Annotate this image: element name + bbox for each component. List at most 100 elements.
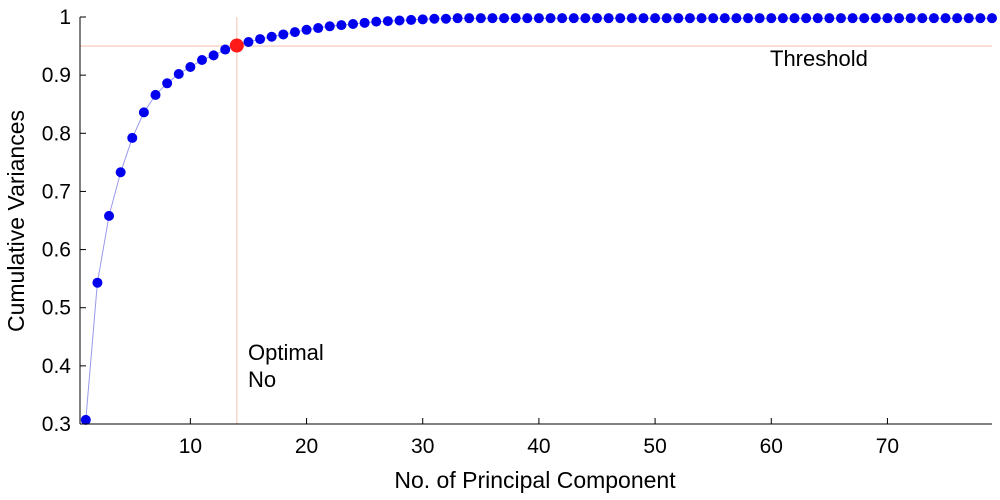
data-point	[882, 13, 893, 24]
data-point	[80, 414, 91, 425]
data-point	[336, 20, 347, 31]
data-point	[382, 16, 393, 27]
data-point	[591, 13, 602, 24]
data-point	[789, 13, 800, 24]
y-tick-label: 1	[59, 6, 71, 29]
data-point	[650, 13, 661, 24]
data-point	[429, 13, 440, 24]
data-point	[92, 277, 103, 288]
data-point	[173, 68, 184, 79]
y-axis-label: Cumulative Variances	[3, 110, 29, 332]
data-point	[522, 13, 533, 24]
data-point	[220, 44, 231, 55]
data-point	[359, 17, 370, 28]
data-point	[464, 13, 475, 24]
data-point	[824, 13, 835, 24]
data-point	[952, 13, 963, 24]
x-tick-label: 10	[179, 435, 202, 458]
data-point	[696, 13, 707, 24]
data-point	[406, 14, 417, 25]
data-point	[870, 13, 881, 24]
data-point	[394, 15, 405, 26]
data-point	[115, 167, 126, 178]
data-point	[371, 16, 382, 27]
y-tick-label: 0.7	[42, 180, 71, 203]
data-point	[708, 13, 719, 24]
x-tick-label: 30	[411, 435, 434, 458]
data-point	[626, 13, 637, 24]
threshold-label: Threshold	[770, 46, 868, 71]
data-point	[859, 13, 870, 24]
data-point	[603, 13, 614, 24]
data-point	[104, 210, 115, 221]
x-tick-label: 60	[760, 435, 783, 458]
x-tick-label: 40	[527, 435, 550, 458]
data-point	[940, 13, 951, 24]
data-point	[150, 89, 161, 100]
data-point	[684, 13, 695, 24]
optimal-label-line-2: No	[248, 367, 276, 392]
x-tick-label: 50	[643, 435, 666, 458]
data-point	[963, 13, 974, 24]
data-point	[417, 14, 428, 25]
data-point	[533, 13, 544, 24]
data-point	[615, 13, 626, 24]
y-tick-label: 0.9	[42, 64, 71, 87]
series-line	[85, 17, 992, 420]
data-point	[580, 13, 591, 24]
data-point	[452, 13, 463, 24]
data-point	[801, 13, 812, 24]
data-point	[847, 13, 858, 24]
data-point	[928, 13, 939, 24]
x-tick-label: 20	[295, 435, 318, 458]
data-point	[243, 37, 254, 48]
data-point	[196, 55, 207, 66]
data-point	[510, 13, 521, 24]
data-point	[348, 18, 359, 29]
y-tick-label: 0.6	[42, 239, 71, 262]
data-point	[987, 13, 997, 24]
data-point	[638, 13, 649, 24]
y-tick-label: 0.5	[42, 297, 71, 320]
data-point	[278, 29, 289, 40]
data-point	[661, 13, 672, 24]
data-point	[766, 13, 777, 24]
data-point	[812, 13, 823, 24]
data-point	[545, 13, 556, 24]
data-point	[917, 13, 928, 24]
data-point	[208, 50, 219, 61]
data-point	[568, 13, 579, 24]
data-point	[499, 13, 510, 24]
data-point	[313, 23, 324, 34]
data-point	[475, 13, 486, 24]
data-point	[324, 21, 335, 32]
optimal-label-line-1: Optimal	[248, 340, 324, 365]
data-point	[557, 13, 568, 24]
data-point	[127, 132, 138, 143]
data-point	[138, 107, 149, 118]
data-point	[754, 13, 765, 24]
data-point	[487, 13, 498, 24]
data-point	[731, 13, 742, 24]
data-point	[266, 31, 277, 42]
data-point	[162, 78, 173, 89]
data-point	[255, 34, 266, 45]
data-point	[440, 13, 451, 24]
data-point	[301, 24, 312, 35]
x-tick-label: 70	[876, 435, 899, 458]
data-point	[289, 27, 300, 38]
data-point	[905, 13, 916, 24]
data-point	[975, 13, 986, 24]
data-point	[777, 13, 788, 24]
y-tick-label: 0.4	[42, 355, 72, 378]
data-point	[743, 13, 754, 24]
y-tick-label: 0.3	[42, 413, 71, 436]
data-point	[185, 62, 196, 73]
x-axis-label: No. of Principal Component	[394, 467, 676, 493]
data-point	[673, 13, 684, 24]
data-point	[719, 13, 730, 24]
data-point	[835, 13, 846, 24]
y-tick-label: 0.8	[42, 122, 71, 145]
data-point	[894, 13, 905, 24]
